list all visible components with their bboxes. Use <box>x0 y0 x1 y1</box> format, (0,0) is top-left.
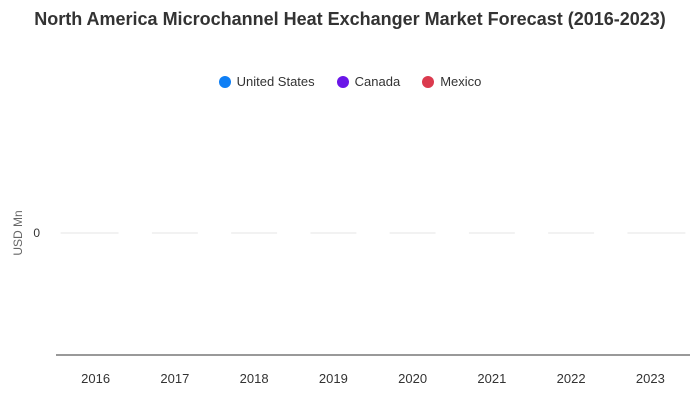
legend-label-mexico: Mexico <box>440 74 482 89</box>
x-axis-ticks: 2016 2017 2018 2019 2020 2021 2022 2023 <box>81 371 665 386</box>
legend-swatch-canada <box>336 75 349 88</box>
x-tick-label: 2022 <box>557 371 586 386</box>
x-tick-label: 2016 <box>81 371 110 386</box>
chart-title: North America Microchannel Heat Exchange… <box>34 9 666 29</box>
x-tick-label: 2023 <box>636 371 665 386</box>
legend-label-united-states: United States <box>236 74 315 89</box>
legend-label-canada: Canada <box>354 74 401 89</box>
y-axis-title: USD Mn <box>11 210 25 255</box>
y-axis-ticks: 0 <box>33 226 40 240</box>
x-tick-label: 2017 <box>160 371 189 386</box>
x-tick-label: 2018 <box>240 371 269 386</box>
x-tick-label: 2021 <box>477 371 506 386</box>
legend-swatch-united-states <box>218 75 231 88</box>
legend-item-canada[interactable]: Canada <box>336 74 401 89</box>
x-tick-label: 2019 <box>319 371 348 386</box>
legend: United States Canada Mexico <box>0 74 700 89</box>
legend-item-mexico[interactable]: Mexico <box>422 74 481 89</box>
legend-swatch-mexico <box>422 75 435 88</box>
legend-item-united-states[interactable]: United States <box>218 74 315 89</box>
y-tick-label: 0 <box>33 226 40 240</box>
x-tick-label: 2020 <box>398 371 427 386</box>
